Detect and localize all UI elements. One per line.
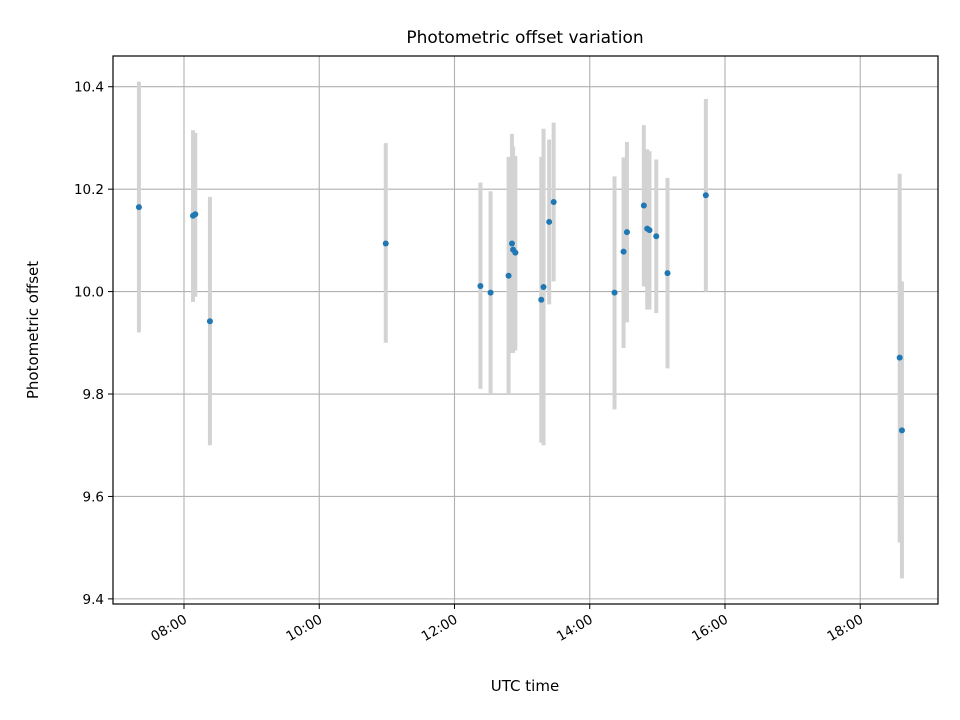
data-point <box>538 296 545 303</box>
x-tick-label: 12:00 <box>419 612 461 645</box>
data-point <box>512 249 519 256</box>
plot-frame <box>112 55 939 605</box>
y-tick-label: 9.6 <box>83 489 104 505</box>
x-tick-label: 14:00 <box>554 612 596 645</box>
y-tick-label: 9.4 <box>83 592 104 608</box>
data-point <box>487 289 494 296</box>
x-tick-label: 10:00 <box>284 612 326 645</box>
data-point <box>611 289 618 296</box>
data-point <box>898 427 905 434</box>
data-point <box>896 354 903 361</box>
y-tick-label: 10.0 <box>74 285 104 301</box>
x-tick-label: 18:00 <box>825 612 867 645</box>
data-point <box>477 282 484 289</box>
data-point <box>135 204 142 211</box>
grid <box>113 56 938 604</box>
data-point <box>508 240 515 247</box>
data-point <box>640 202 647 209</box>
chart-title: Photometric offset variation <box>406 28 643 48</box>
y-tick-label: 10.2 <box>74 182 104 198</box>
x-tick-label: 16:00 <box>689 612 731 645</box>
data-point <box>646 227 653 234</box>
data-point <box>206 318 213 325</box>
data-point <box>702 192 709 199</box>
y-axis-ticks: 9.4 9.6 9.8 10.0 10.2 10.4 <box>74 80 113 608</box>
data-point <box>664 270 671 277</box>
x-tick-label: 08:00 <box>148 612 190 645</box>
data-point <box>623 229 630 236</box>
y-tick-label: 10.4 <box>74 80 104 96</box>
data-point <box>620 248 627 255</box>
y-axis-title: Photometric offset <box>24 261 42 399</box>
y-tick-label: 9.8 <box>83 387 104 403</box>
error-bars <box>136 81 904 579</box>
data-points <box>135 192 905 434</box>
x-axis-ticks: 08:00 10:00 12:00 14:00 16:00 18:00 <box>148 604 866 645</box>
data-point <box>540 283 547 290</box>
data-point <box>546 218 553 225</box>
data-point <box>550 198 557 205</box>
data-point <box>653 233 660 240</box>
x-axis-title: UTC time <box>491 677 559 695</box>
data-point <box>382 240 389 247</box>
data-point <box>505 272 512 279</box>
data-point <box>192 211 199 218</box>
